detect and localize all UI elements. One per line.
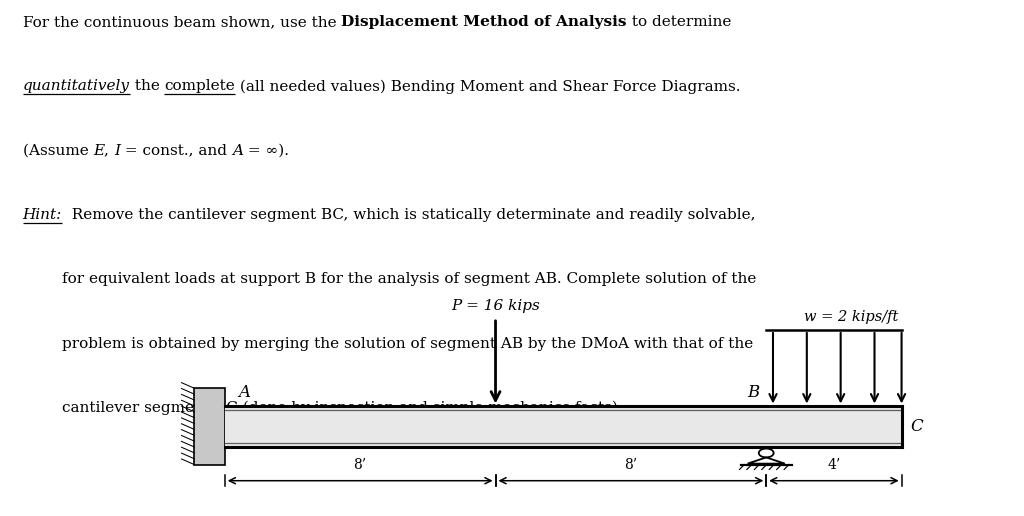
Text: 4’: 4’ — [827, 458, 841, 472]
Text: ,: , — [104, 143, 114, 158]
Text: 8’: 8’ — [353, 458, 367, 472]
Text: I: I — [114, 143, 120, 158]
Text: C: C — [910, 418, 923, 435]
Text: = ∞).: = ∞). — [243, 143, 289, 158]
Text: the: the — [129, 79, 164, 93]
Text: to determine: to determine — [627, 15, 731, 29]
Text: B: B — [748, 384, 760, 401]
Text: 8’: 8’ — [625, 458, 637, 472]
Text: Displacement Method of Analysis: Displacement Method of Analysis — [341, 15, 627, 29]
Text: (Assume: (Assume — [23, 143, 93, 158]
Text: Remove the cantilever segment BC, which is statically determinate and readily so: Remove the cantilever segment BC, which … — [61, 208, 756, 222]
Text: E: E — [93, 143, 104, 158]
Text: cantilever segment BC (done by inspection and simple mechanics facts).: cantilever segment BC (done by inspectio… — [23, 401, 623, 415]
Text: = const., and: = const., and — [120, 143, 231, 158]
Text: problem is obtained by merging the solution of segment AB by the DMoA with that : problem is obtained by merging the solut… — [23, 337, 753, 351]
Text: P = 16 kips: P = 16 kips — [452, 299, 540, 313]
Text: Hint:: Hint: — [23, 208, 61, 222]
Text: For the continuous beam shown, use the: For the continuous beam shown, use the — [23, 15, 341, 29]
Text: w = 2 kips/ft: w = 2 kips/ft — [804, 310, 898, 324]
Text: (all needed values) Bending Moment and Shear Force Diagrams.: (all needed values) Bending Moment and S… — [236, 79, 740, 94]
Bar — [225, 407, 901, 446]
Text: A: A — [239, 384, 251, 401]
Text: for equivalent loads at support B for the analysis of segment AB. Complete solut: for equivalent loads at support B for th… — [23, 272, 756, 286]
Text: complete: complete — [164, 79, 236, 93]
Bar — [195, 388, 225, 464]
Text: A: A — [231, 143, 243, 158]
Text: quantitatively: quantitatively — [23, 79, 129, 93]
